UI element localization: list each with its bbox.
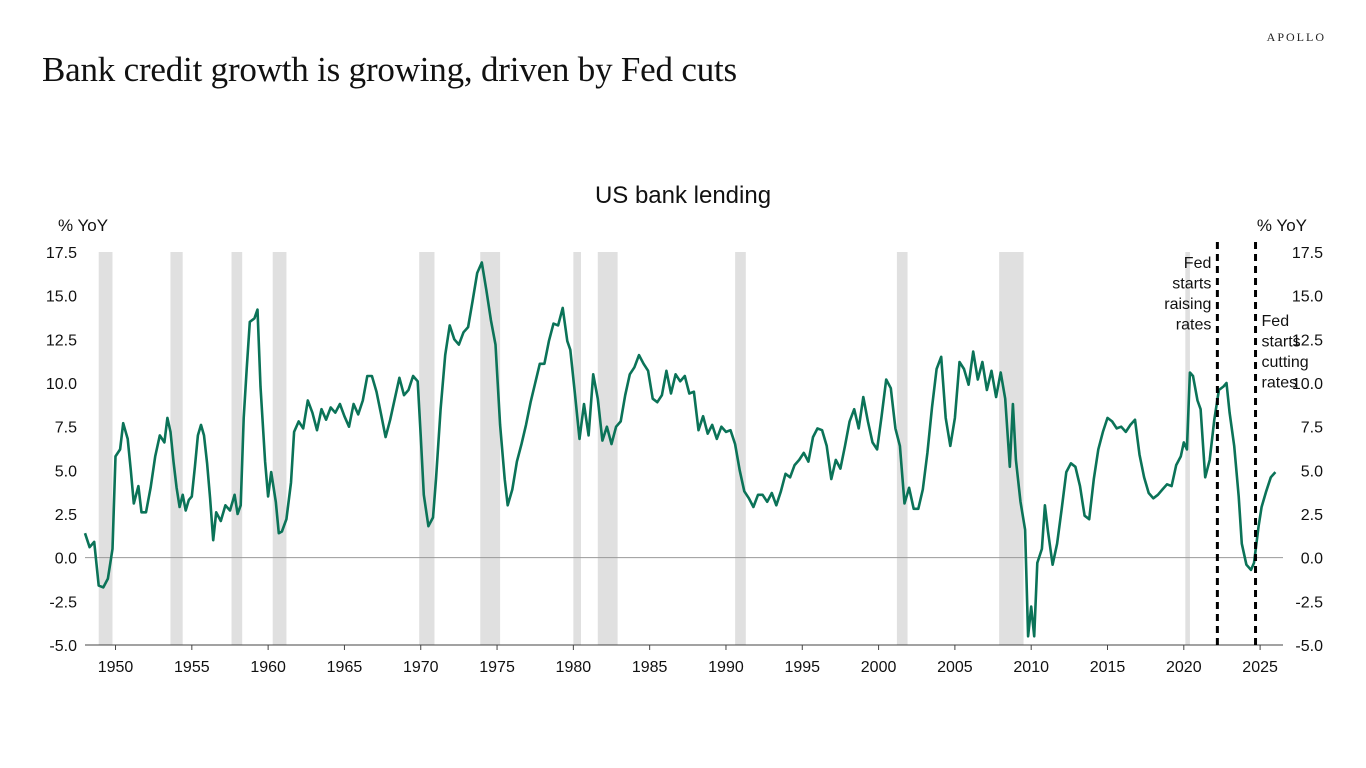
fed-annotation-1-line-1: Fed	[1184, 255, 1212, 272]
y-right-tick-10.0: 10.0	[1292, 376, 1323, 393]
y-axis-right-label: % YoY	[1257, 216, 1307, 235]
y-right-tick-15.0: 15.0	[1292, 289, 1323, 306]
y-left-tick-7.5: 7.5	[55, 420, 77, 437]
y-right-tick-7.5: 7.5	[1301, 420, 1323, 437]
x-tick-label-2000: 2000	[861, 659, 897, 676]
recession-band-2	[170, 252, 183, 645]
chart-title: US bank lending	[595, 182, 771, 209]
x-tick-label-1960: 1960	[250, 659, 286, 676]
x-tick-label-1985: 1985	[632, 659, 668, 676]
y-left-tick-2.5: 2.5	[55, 507, 77, 524]
annotations: Fed starts raising rates Fed starts cutting rat…	[1164, 242, 1309, 645]
fed-annotation-1-line-2: starts	[1172, 276, 1211, 293]
x-tick-label-1970: 1970	[403, 659, 439, 676]
y-axis-left-label: % YoY	[58, 216, 108, 235]
y-left-tick--5.0: -5.0	[49, 638, 77, 655]
x-tick-label-1965: 1965	[327, 659, 363, 676]
fed-annotation-2-line-1: Fed	[1262, 313, 1290, 330]
x-tick-label-2010: 2010	[1013, 659, 1049, 676]
y-right-tick-5.0: 5.0	[1301, 463, 1323, 480]
x-tick-label-1955: 1955	[174, 659, 210, 676]
fed-annotation-2-line-4: rates	[1262, 375, 1298, 392]
x-axis-ticks: 1950 1955 1960 1965 1970 1975 1980 1985 1990 1995…	[98, 645, 1278, 676]
y-left-tick-5.0: 5.0	[55, 463, 77, 480]
y-right-tick-0.0: 0.0	[1301, 551, 1323, 568]
x-tick-label-1990: 1990	[708, 659, 744, 676]
y-right-tick-2.5: 2.5	[1301, 507, 1323, 524]
y-left-tick-10.0: 10.0	[46, 376, 77, 393]
recession-band-3	[231, 252, 243, 645]
fed-annotation-2-line-2: starts	[1262, 334, 1301, 351]
headline: Bank credit growth is growing, driven by…	[42, 50, 737, 89]
recession-band-9	[735, 252, 746, 645]
y-axis-left-ticks: 17.5 15.0 12.5 10.0 7.5 5.0 2.5 0.0 -2.5 -5.0	[46, 245, 77, 655]
y-axis-right-ticks: 17.5 15.0 12.5 10.0 7.5 5.0 2.5 0.0 -2.5 -5.0	[1292, 245, 1323, 655]
y-left-tick--2.5: -2.5	[49, 594, 77, 611]
series-line-us-bank-lending	[83, 261, 1277, 638]
y-left-tick-12.5: 12.5	[46, 332, 77, 349]
apollo-logo: APOLLO	[1266, 30, 1326, 44]
y-right-tick--5.0: -5.0	[1295, 638, 1323, 655]
x-tick-label-1950: 1950	[98, 659, 134, 676]
y-right-tick-12.5: 12.5	[1292, 332, 1323, 349]
y-right-tick--2.5: -2.5	[1295, 594, 1323, 611]
recession-band-10	[896, 252, 908, 645]
recession-band-8	[597, 252, 618, 645]
x-tick-label-2005: 2005	[937, 659, 973, 676]
x-tick-label-1980: 1980	[556, 659, 592, 676]
y-left-tick-0.0: 0.0	[55, 551, 77, 568]
fed-annotation-1-line-3: raising	[1164, 296, 1211, 313]
x-tick-label-2020: 2020	[1166, 659, 1202, 676]
y-left-tick-17.5: 17.5	[46, 245, 77, 262]
x-tick-label-1975: 1975	[479, 659, 515, 676]
recession-band-5	[419, 252, 435, 645]
recession-band-7	[573, 252, 581, 645]
recession-band-4	[272, 252, 287, 645]
x-tick-label-2015: 2015	[1090, 659, 1126, 676]
y-left-tick-15.0: 15.0	[46, 289, 77, 306]
x-tick-label-1995: 1995	[784, 659, 820, 676]
x-tick-label-2025: 2025	[1242, 659, 1278, 676]
fed-annotation-1-line-4: rates	[1176, 317, 1212, 334]
fed-annotation-2-line-3: cutting	[1262, 354, 1309, 371]
y-right-tick-17.5: 17.5	[1292, 245, 1323, 262]
recession-band-1	[98, 252, 113, 645]
